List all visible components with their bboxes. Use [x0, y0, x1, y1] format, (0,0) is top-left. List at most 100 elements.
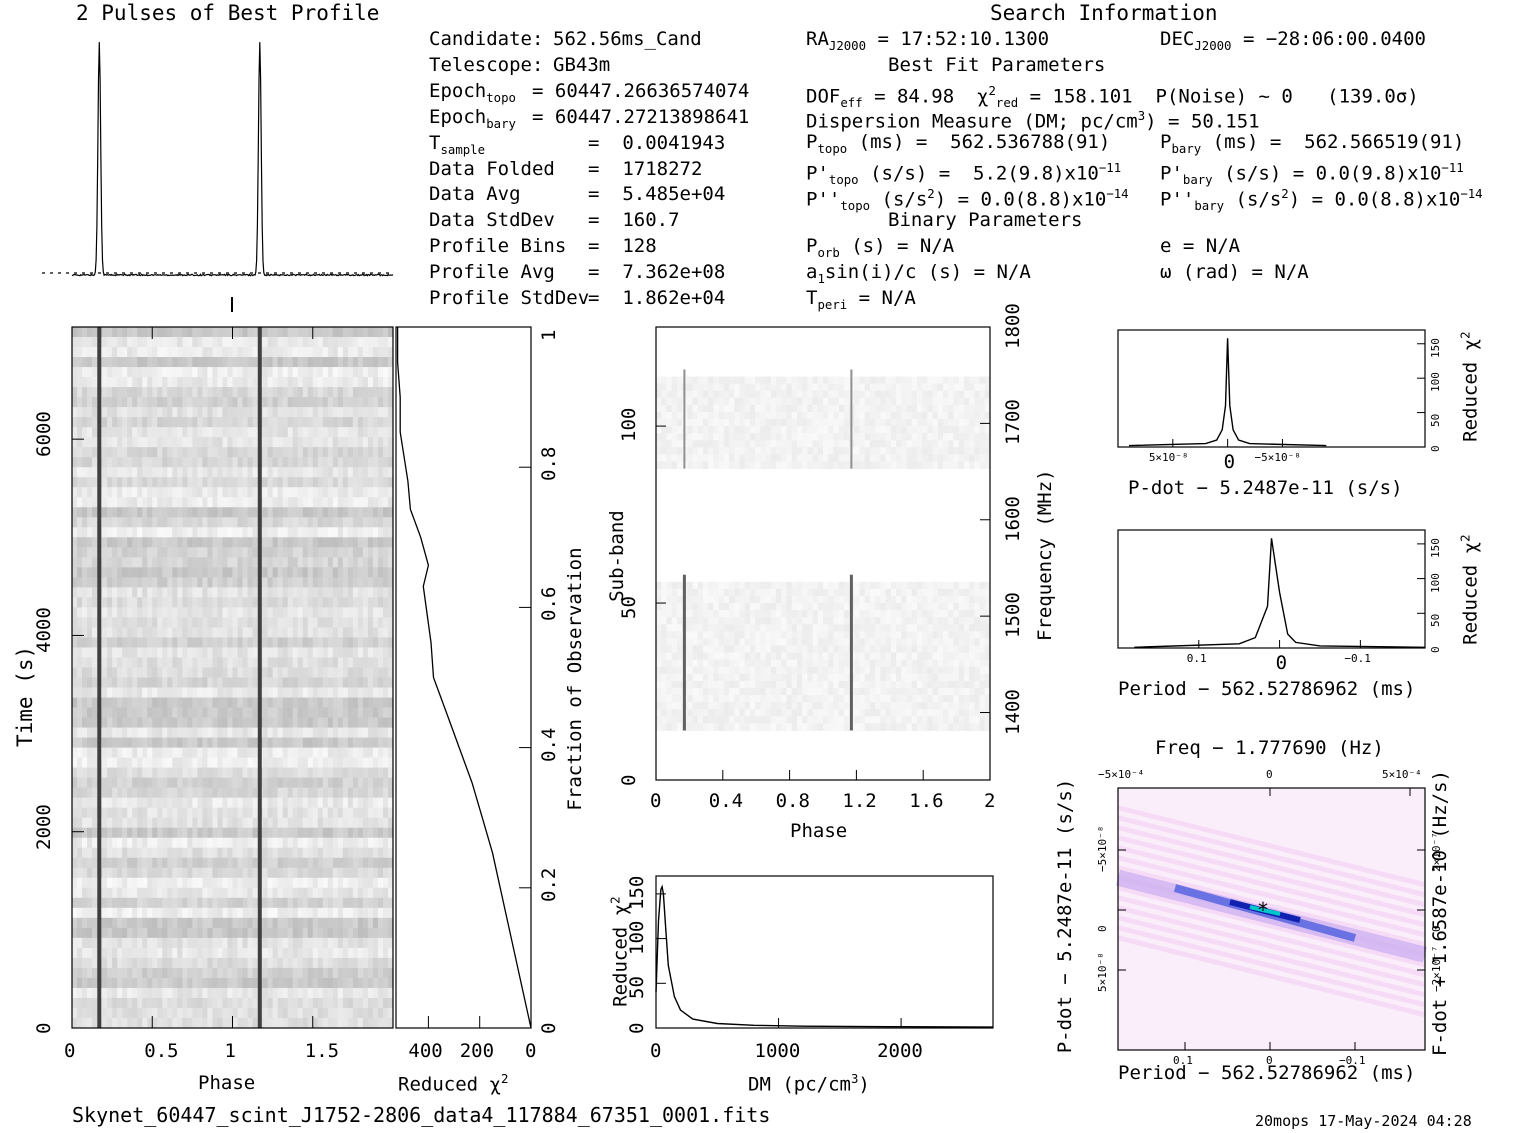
waterfall-cell [377, 597, 384, 608]
waterfall-cell [267, 1007, 274, 1019]
waterfall-cell [167, 637, 173, 648]
waterfall-cell [232, 397, 239, 408]
waterfall-cell [107, 757, 113, 769]
waterfall-cell [162, 677, 168, 689]
waterfall-cell [137, 817, 143, 829]
waterfall-cell [292, 617, 299, 628]
waterfall-cell [107, 607, 113, 618]
waterfall-cell [302, 367, 309, 378]
waterfall-cell [227, 337, 233, 348]
waterfall-cell [387, 757, 394, 769]
subband-cell [885, 383, 892, 392]
waterfall-cell [82, 587, 88, 598]
waterfall-cell [72, 837, 78, 849]
waterfall-cell [137, 607, 143, 618]
waterfall-cell [307, 937, 314, 949]
waterfall-cell [307, 927, 314, 939]
waterfall-cell [242, 547, 249, 558]
waterfall-cell [357, 477, 364, 488]
waterfall-cell [217, 567, 223, 578]
waterfall-cell [237, 1007, 244, 1019]
waterfall-cell [217, 857, 223, 869]
waterfall-cell [167, 427, 173, 438]
waterfall-cell [162, 437, 168, 448]
waterfall-cell [77, 497, 83, 508]
waterfall-cell [382, 607, 389, 618]
waterfall-cell [157, 997, 163, 1009]
waterfall-cell [247, 987, 254, 999]
subband-cell [702, 376, 709, 385]
waterfall-cell [177, 727, 183, 739]
waterfall-cell [172, 827, 178, 839]
subband-cell [666, 376, 673, 385]
waterfall-cell [247, 337, 254, 348]
waterfall-cell [232, 677, 239, 689]
waterfall-cell [297, 487, 304, 498]
waterfall-cell [212, 447, 218, 458]
waterfall-cell [262, 507, 269, 518]
waterfall-cell [267, 727, 274, 739]
waterfall-cell [167, 947, 173, 959]
waterfall-cell [152, 617, 158, 628]
waterfall-cell [357, 947, 364, 959]
waterfall-cell [77, 507, 83, 518]
waterfall-cell [342, 477, 349, 488]
subband-cell [922, 376, 928, 385]
waterfall-cell [262, 877, 269, 889]
waterfall-cell [182, 937, 188, 949]
waterfall-cell [272, 987, 279, 999]
waterfall-cell [142, 717, 148, 729]
waterfall-cell [342, 777, 349, 789]
waterfall-cell [322, 907, 329, 919]
waterfall-cell [112, 927, 118, 939]
waterfall-cell [277, 597, 284, 608]
waterfall-cell [327, 497, 334, 508]
waterfall-cell [352, 587, 359, 598]
waterfall-cell [302, 787, 309, 799]
waterfall-cell [332, 707, 339, 719]
waterfall-cell [337, 597, 344, 608]
waterfall-cell [212, 397, 218, 408]
waterfall-cell [197, 977, 203, 989]
waterfall-cell [362, 607, 369, 618]
waterfall-cell [227, 627, 233, 638]
waterfall-cell [287, 527, 294, 538]
waterfall-cell [217, 947, 223, 959]
waterfall-cell [297, 827, 304, 839]
waterfall-cell [372, 827, 379, 839]
waterfall-cell [102, 437, 108, 448]
waterfall-cell [232, 657, 239, 668]
waterfall-cell [387, 927, 394, 939]
waterfall-cell [92, 417, 98, 428]
waterfall-cell [362, 457, 369, 468]
waterfall-cell [102, 897, 108, 909]
waterfall-cell [357, 337, 364, 348]
waterfall-cell [127, 497, 133, 508]
subband-cell [723, 419, 730, 427]
waterfall-cell [382, 757, 389, 769]
waterfall-cell [337, 487, 344, 498]
waterfall-cell [157, 687, 163, 699]
waterfall-cell [112, 397, 118, 408]
waterfall-cell [132, 467, 138, 478]
waterfall-cell [127, 517, 133, 528]
waterfall-cell [102, 537, 108, 548]
waterfall-cell [187, 817, 193, 829]
waterfall-cell [342, 927, 349, 939]
waterfall-cell [302, 407, 309, 418]
waterfall-cell [347, 837, 354, 849]
waterfall-cell [247, 827, 254, 839]
subband-cell [854, 390, 861, 399]
waterfall-cell [187, 897, 193, 909]
waterfall-cell [307, 977, 314, 989]
waterfall-cell [202, 817, 208, 829]
waterfall-cell [157, 457, 163, 468]
subband-cell [770, 419, 777, 427]
waterfall-cell [337, 647, 344, 658]
waterfall-cell [267, 417, 274, 428]
waterfall-cell [332, 797, 339, 809]
waterfall-cell [112, 617, 118, 628]
waterfall-cell [212, 667, 218, 678]
waterfall-cell [352, 947, 359, 959]
waterfall-cell [197, 727, 203, 739]
